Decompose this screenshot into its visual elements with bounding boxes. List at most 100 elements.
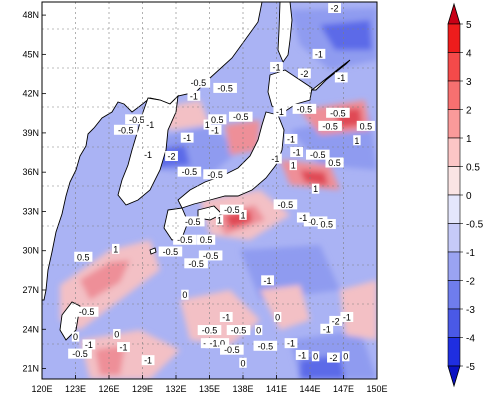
contour-label: -1 bbox=[141, 355, 155, 366]
lat-tick-label: 45N bbox=[22, 49, 39, 59]
hokkaido bbox=[267, 69, 313, 113]
contour-label-text: 0 bbox=[313, 352, 318, 362]
contour-label: -0.5 bbox=[253, 340, 278, 351]
lat-tick-label: 48N bbox=[22, 10, 39, 20]
lon-tick-label: 141E bbox=[266, 384, 287, 394]
lon-tick-label: 126E bbox=[98, 384, 119, 394]
contour-label-bg bbox=[165, 150, 178, 161]
contour-label: -0.5 bbox=[318, 120, 342, 131]
map-panel: -2-1-1-2 -1-0.5-0.5-1-0.5-1 -0.5 -0.5-0.5-0… bbox=[42, 2, 377, 379]
land bbox=[42, 2, 351, 341]
contour-label-bg bbox=[312, 48, 326, 59]
contour-label-text: -0.5 bbox=[217, 83, 233, 93]
contour-label-text: -1 bbox=[337, 73, 345, 83]
contour-label: -0.5 bbox=[68, 348, 92, 359]
contour-label-text: -1 bbox=[183, 133, 191, 143]
contour-label: 0.5 bbox=[74, 251, 93, 262]
contour-label-text: -0.5 bbox=[224, 205, 240, 215]
contour-label: -0.5 bbox=[220, 344, 244, 355]
contour-label-bg bbox=[74, 251, 93, 262]
contour-label-bg bbox=[254, 325, 263, 336]
contour-label-text: 1 bbox=[205, 120, 210, 130]
contour-label: -0.5 bbox=[273, 199, 298, 210]
contour-label: 0 bbox=[273, 311, 282, 322]
contour-label-bg bbox=[219, 311, 233, 322]
contour-label: -1 bbox=[273, 106, 287, 117]
colorbar: 5 4 3 2 1 0.5 0 -0.5 -1 -2 -3 -4 -5 bbox=[447, 2, 484, 388]
contour-label-text: -1 bbox=[222, 312, 230, 322]
contour-label: 0.5 bbox=[317, 219, 336, 230]
colorbar-label: -3 bbox=[466, 305, 475, 316]
contour-label: 0.5 bbox=[197, 234, 216, 245]
contour-label-text: -1 bbox=[323, 324, 331, 334]
colorbar-box bbox=[447, 80, 461, 110]
latitude-axis: 21N 24N 27N 30N 33N 36N 39N 42N 45N 48N bbox=[22, 10, 46, 374]
lon-tick-label: 123E bbox=[65, 384, 86, 394]
contour-label-text: -1 bbox=[298, 350, 306, 360]
contour-label-text: -0.5 bbox=[322, 121, 338, 131]
contour-label-bg bbox=[239, 357, 247, 368]
contour-label: 0 bbox=[113, 328, 121, 339]
contour-label-text: 1 bbox=[240, 210, 245, 220]
contour-label: -2 bbox=[327, 352, 340, 363]
contour-label-bg bbox=[113, 328, 121, 339]
contour-label-text: -0.5 bbox=[182, 167, 198, 177]
contour-label: -2 bbox=[329, 315, 343, 326]
contour-label-bg bbox=[270, 61, 283, 72]
contour-label: -0.5 bbox=[74, 306, 99, 317]
contour-label: -1 bbox=[143, 119, 157, 130]
contour-label-bg bbox=[208, 124, 222, 135]
colorbar-label: 0.5 bbox=[466, 163, 480, 174]
contour-label-bg bbox=[226, 325, 251, 336]
contour-label: -1 bbox=[187, 90, 201, 101]
contour-label: -2 bbox=[298, 68, 311, 79]
contour-label-text: -1 bbox=[211, 125, 219, 135]
contour-label-text: -0.5 bbox=[330, 108, 346, 118]
contour-label: -1 bbox=[340, 311, 354, 322]
contour-label: -0.5 bbox=[180, 216, 205, 227]
contour-label-bg bbox=[68, 348, 92, 359]
contour-label-text: -1 bbox=[315, 49, 323, 59]
lon-tick-label: 150E bbox=[366, 384, 387, 394]
contour-label-text: 0.5 bbox=[320, 220, 333, 230]
lon-tick-label: 120E bbox=[31, 384, 52, 394]
contour-label-bg bbox=[328, 3, 341, 14]
contour-label-text: -1 bbox=[146, 120, 154, 130]
colorbar-box bbox=[447, 194, 461, 224]
positive-patch bbox=[340, 280, 377, 340]
contour-label-bg bbox=[253, 340, 278, 351]
contour-label: -0.5 bbox=[220, 204, 244, 215]
contour-label-text: -0.5 bbox=[203, 251, 219, 261]
contour-label-bg bbox=[180, 216, 205, 227]
contour-label-bg bbox=[220, 344, 244, 355]
contour-label: 0.5 bbox=[356, 120, 375, 131]
contour-label: -0.5 bbox=[177, 166, 202, 177]
contour-label-text: -1 bbox=[276, 107, 284, 117]
contour-label: -1 bbox=[312, 48, 326, 59]
contour-label-text: 1 bbox=[113, 244, 118, 254]
colorbar-label: 4 bbox=[466, 49, 472, 60]
contour-label-bg bbox=[340, 311, 354, 322]
contour-label-text: -1 bbox=[299, 213, 307, 223]
contour-label: -0.5 bbox=[306, 149, 330, 160]
positive-patch bbox=[225, 120, 260, 155]
contour-label-text: -0.5 bbox=[207, 170, 223, 180]
contour-label: -0.5 bbox=[158, 246, 183, 257]
kuril-islands bbox=[310, 59, 351, 91]
sakhalin bbox=[277, 2, 293, 63]
contour-label-bg bbox=[329, 315, 343, 326]
lat-tick-label: 42N bbox=[22, 89, 39, 99]
lat-tick-label: 39N bbox=[22, 128, 39, 138]
contour-label-text: -2 bbox=[329, 353, 337, 363]
contour-label-bg bbox=[220, 204, 244, 215]
contour-label: 1 bbox=[289, 160, 297, 171]
contour-label-bg bbox=[261, 275, 274, 286]
contour-label: 0 bbox=[71, 331, 80, 342]
contour-label-bg bbox=[112, 243, 120, 254]
ryukyu-islands bbox=[149, 247, 157, 255]
contour-label-bg bbox=[197, 234, 216, 245]
contour-label-text: 0 bbox=[343, 352, 348, 362]
lon-tick-label: 144E bbox=[299, 384, 320, 394]
colorbar-box bbox=[447, 52, 461, 82]
